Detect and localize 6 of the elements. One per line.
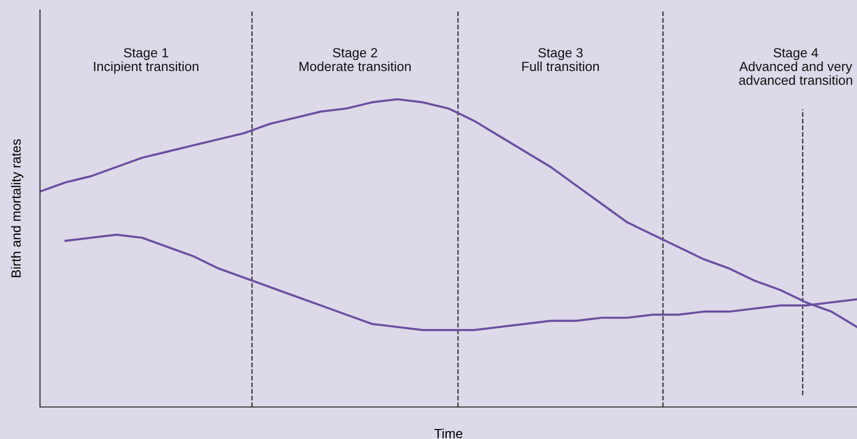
x-axis-title: Time	[434, 428, 462, 438]
text: Stage 4 Advanced and very advanced transition	[739, 48, 852, 85]
text: Stage 1 Incipient transition	[94, 48, 198, 74]
y-axis-title: Birth and mortality rates	[11, 139, 24, 278]
text: Stage 2 Moderate transition	[300, 48, 411, 72]
text: Stage 3 Full transition	[522, 48, 599, 72]
